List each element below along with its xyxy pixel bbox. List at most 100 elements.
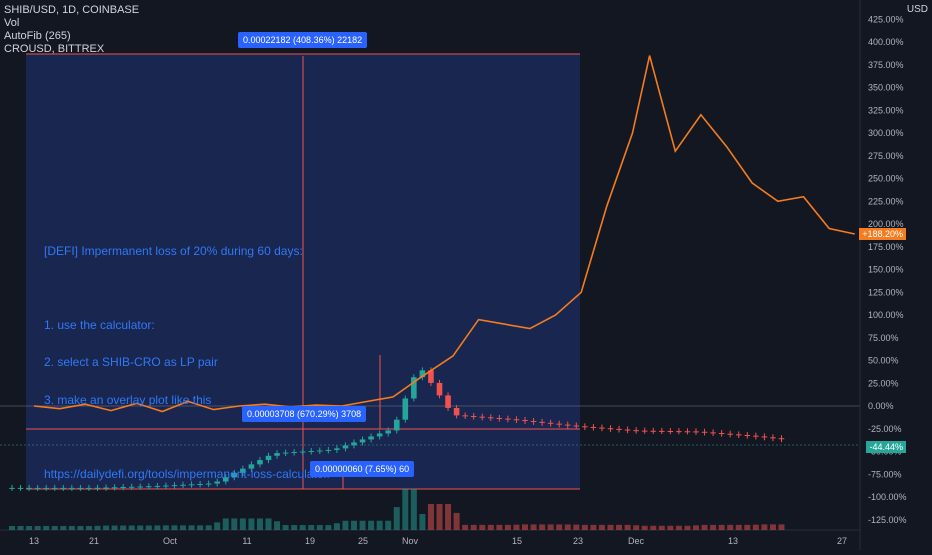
- volume-bar: [470, 524, 477, 530]
- volume-bar: [17, 526, 24, 530]
- volume-bar: [256, 518, 263, 530]
- volume-bar: [128, 525, 135, 530]
- volume-bar: [701, 524, 708, 530]
- note-line: [44, 431, 331, 443]
- symbol-title[interactable]: SHIB/USD, 1D, COINBASE: [4, 4, 140, 16]
- volume-bar: [761, 524, 768, 530]
- price-tick-label: 400.00%: [868, 37, 904, 47]
- candle-body: [240, 468, 246, 473]
- price-tick-label: 25.00%: [868, 378, 899, 388]
- candle-body: [573, 425, 580, 427]
- candle-body: [710, 432, 716, 434]
- time-tick-label: Oct: [163, 536, 178, 546]
- volume-bar: [675, 525, 682, 530]
- candle-body: [496, 417, 503, 419]
- candle-body: [385, 430, 391, 434]
- price-tick-label: 100.00%: [868, 310, 904, 320]
- volume-bar: [402, 488, 409, 530]
- candle-body: [744, 435, 751, 437]
- volume-bar: [34, 526, 41, 530]
- volume-bar: [462, 524, 469, 530]
- candle-body: [43, 487, 49, 489]
- volume-bar: [137, 525, 144, 530]
- volume-bar: [325, 525, 332, 530]
- indicator-vol[interactable]: Vol: [4, 17, 20, 29]
- volume-bar: [214, 522, 221, 530]
- volume-bar: [291, 525, 298, 530]
- measure-label-middle[interactable]: 0.00003708 (670.29%) 3708: [242, 406, 367, 422]
- indicator-autofib[interactable]: AutoFib (265): [4, 30, 71, 42]
- volume-bar: [77, 526, 84, 530]
- volume-bar: [427, 504, 434, 530]
- price-tick-label: -125.00%: [868, 515, 907, 525]
- candle-body: [436, 382, 443, 396]
- volume-bar: [145, 525, 152, 530]
- candle-body: [616, 428, 622, 430]
- candle-body: [17, 487, 24, 489]
- volume-bar: [60, 526, 67, 530]
- volume-bar: [658, 525, 665, 530]
- price-tick-label: 175.00%: [868, 242, 904, 252]
- candle-body: [684, 431, 691, 433]
- time-tick-label: 21: [89, 536, 99, 546]
- volume-bar: [693, 525, 699, 530]
- price-tick-label: 275.00%: [868, 151, 904, 161]
- candle-body: [393, 419, 400, 431]
- volume-bar: [205, 525, 212, 530]
- candle-body: [761, 436, 768, 438]
- time-axis[interactable]: 13 21 Oct 11 19 25 Nov 15 23 Dec 13 27: [29, 536, 847, 546]
- candle-body: [69, 487, 75, 489]
- note-line: 3. make an overlay plot like this: [44, 392, 212, 407]
- candle-body: [582, 426, 588, 428]
- indicator-overlay-symbol[interactable]: CROUSD, BITTREX: [4, 43, 105, 55]
- candle-body: [231, 472, 238, 478]
- candle-body: [77, 487, 84, 489]
- price-tick-label: 425.00%: [868, 14, 904, 24]
- volume-bar: [274, 521, 281, 530]
- overlay-line-series: [33, 55, 855, 413]
- candle-body: [505, 418, 511, 420]
- candle-body: [676, 431, 682, 433]
- candle-body: [556, 423, 562, 425]
- candle-body: [214, 481, 220, 484]
- volume-bar: [103, 525, 110, 530]
- price-tick-label: 0.00%: [868, 401, 894, 411]
- price-tick-label: 125.00%: [868, 287, 904, 297]
- candle-body: [188, 484, 195, 486]
- volume-bar: [778, 524, 785, 530]
- volume-bar: [744, 524, 751, 530]
- volume-bar: [180, 525, 186, 530]
- note-line: [DEFI] Impermanent loss of 20% during 60…: [44, 243, 303, 258]
- time-tick-label: 19: [305, 536, 315, 546]
- volume-bar: [624, 524, 631, 530]
- price-tick-label: 375.00%: [868, 60, 904, 70]
- measure-label-bottom[interactable]: 0.00000060 (7.65%) 60: [310, 461, 415, 477]
- volume-bar: [359, 520, 366, 530]
- volume-bar: [94, 525, 101, 530]
- candle-body: [351, 442, 357, 446]
- volume-bar: [26, 526, 33, 530]
- candle-body: [522, 420, 528, 422]
- price-tick-label: 50.00%: [868, 356, 899, 366]
- volume-bar: [231, 518, 238, 530]
- time-tick-label: 15: [512, 536, 522, 546]
- volume-bar: [111, 525, 118, 530]
- candle-body: [317, 450, 323, 452]
- candle-body: [470, 416, 477, 418]
- volume-bar: [496, 524, 503, 530]
- candle-body: [325, 449, 332, 451]
- candle-body: [282, 452, 289, 454]
- volume-bar: [522, 524, 528, 530]
- measure-label-top[interactable]: 0.00022182 (408.36%) 22182: [238, 32, 368, 48]
- price-tick-label: 225.00%: [868, 196, 904, 206]
- volume-bar: [641, 525, 648, 530]
- volume-bar: [385, 520, 392, 530]
- price-axis[interactable]: 425.00% 400.00% 375.00% 350.00% 325.00% 300.0…: [868, 14, 907, 525]
- currency-label[interactable]: USD: [906, 4, 928, 15]
- volume-bar: [487, 524, 494, 530]
- candle-body: [342, 445, 349, 449]
- price-badge-overlay: +188.20%: [859, 228, 906, 240]
- volume-bars: [9, 488, 785, 530]
- note-link[interactable]: https://dailydefi.org/tools/impermanent-…: [44, 467, 331, 482]
